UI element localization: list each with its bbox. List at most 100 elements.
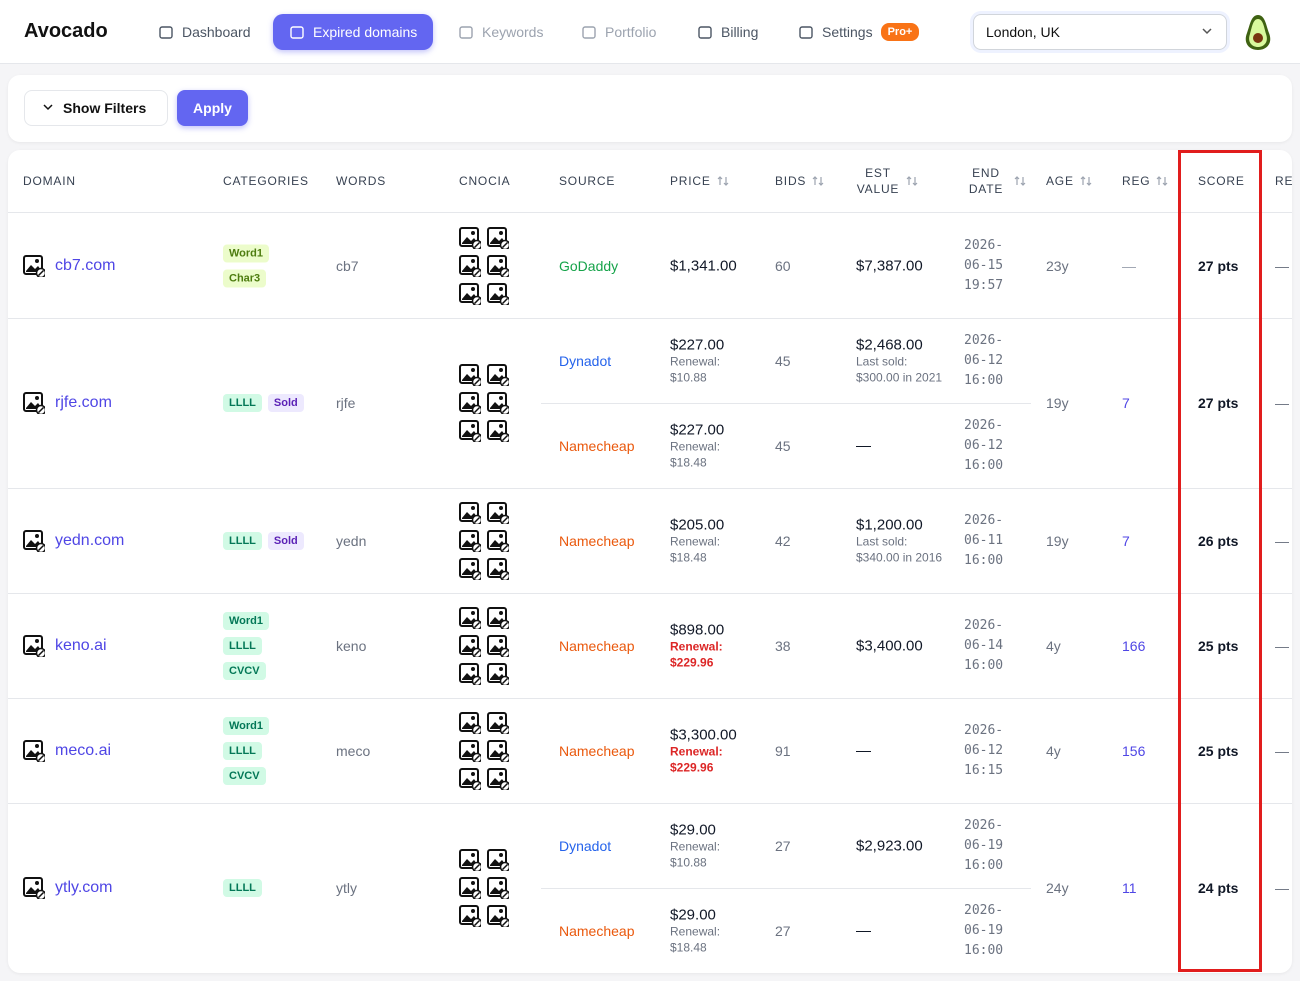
tag: LLLL [223,741,262,760]
domain-link[interactable]: meco.ai [55,741,112,759]
score: 25 pts [1198,742,1239,759]
score: 26 pts [1198,532,1239,549]
header-label: AGE [1046,174,1074,188]
re: — [1275,742,1289,759]
header-label: SOURCE [559,174,616,188]
price-cell: $227.00 Renewal: $18.48 [670,421,724,470]
favicon [23,529,45,552]
cnocia-icon [487,392,509,414]
reg[interactable]: 7 [1122,395,1130,411]
reg[interactable]: — [1122,257,1136,274]
domain-link[interactable]: cb7.com [55,256,116,274]
tag: Word1 [223,716,270,735]
end-date: 2026-06-12 16:15 [964,722,1004,778]
cnocia-icon [487,501,509,524]
domain-link[interactable]: rjfe.com [55,394,112,411]
domain-table: DOMAIN CATEGORIES WORDS CNOCIA SOURCE PRICE BI… [8,150,1292,973]
nav-item[interactable]: Portfolio [581,24,656,40]
nav-item[interactable]: Keywords [458,24,543,40]
re: — [1275,880,1289,896]
cnocia-icon [459,739,481,762]
cnocia-icon [487,606,509,629]
cnocia-icon [459,606,481,629]
price: $29.00 [670,821,716,838]
nav-label: Portfolio [605,24,657,40]
cnocia-icon [487,420,509,442]
source-link[interactable]: Namecheap [559,532,635,549]
column-header[interactable]: AGE [1046,174,1092,188]
est-value: $7,387.00 [856,257,923,274]
cnocia-icon [459,634,481,657]
reg[interactable]: 156 [1122,742,1146,759]
tag-list: LLLL Sold [223,394,304,412]
column-header[interactable]: REG [1122,174,1168,188]
cnocia-icon [487,634,509,657]
column-header[interactable]: PRICE [670,174,729,188]
column-header: CNOCIA [459,174,510,188]
source-link[interactable]: Namecheap [559,742,635,759]
est-value: $2,468.00 [856,336,923,353]
est-value-cell: $3,400.00 [856,637,923,654]
est-value: $3,400.00 [856,637,923,654]
domain-link[interactable]: yedn.com [55,531,125,549]
column-header[interactable]: END DATE [964,165,1026,197]
column-header: RE [1275,174,1292,188]
source-link[interactable]: Namecheap [559,637,635,654]
nav-item[interactable]: Billing [697,24,758,40]
tag: LLLL [223,636,262,655]
price-cell: $3,300.00 Renewal: $229.96 [670,726,737,775]
sort-icon [812,176,824,186]
cnocia-icon [459,226,481,249]
source-link[interactable]: GoDaddy [559,257,619,274]
apply-button[interactable]: Apply [177,90,248,126]
brand[interactable]: Avocado [24,20,108,42]
nav-item[interactable]: Dashboard [158,24,251,40]
age: 23y [1046,257,1069,274]
offer-divider [541,403,1031,404]
renewal-label: Renewal: [670,744,723,758]
est-value: — [856,742,871,759]
nav-item[interactable]: Expired domains [273,14,434,50]
header-label: BIDS [775,174,807,188]
cnocia-icon [487,662,509,685]
column-header[interactable]: BIDS [775,174,824,188]
renewal-label: Renewal: [670,534,721,548]
reg[interactable]: 11 [1122,880,1137,896]
nav-icon [799,26,813,39]
price: $205.00 [670,516,725,533]
sort-icon [1014,176,1026,186]
favicon [23,877,45,899]
nav-item[interactable]: Settings Pro+ [798,23,920,41]
reg[interactable]: 7 [1122,532,1130,549]
favicon [23,739,45,762]
cnocia-icon [487,364,509,386]
bids: 27 [775,837,791,854]
source-link[interactable]: Namecheap [559,437,635,454]
domain-link[interactable]: ytly.com [55,879,113,896]
cnocia-icon [487,282,509,305]
location-select[interactable]: London, UK [973,14,1227,50]
nav-icon [159,26,173,39]
column-header[interactable]: EST VALUE [856,165,918,197]
cnocia-icon [459,662,481,685]
price: $227.00 [670,421,725,438]
tag-list: Word1 LLLL CVCV [223,716,270,785]
header-label: WORDS [336,174,386,188]
end-date: 2026-06-12 16:00 [964,332,1004,388]
est-value-cell: $2,923.00 [856,837,923,854]
age: 19y [1046,532,1069,549]
chevron [43,104,53,111]
source-link[interactable]: Dynadot [559,352,612,369]
source-link[interactable]: Namecheap [559,922,635,939]
source-link[interactable]: Dynadot [559,837,612,854]
show-filters-button[interactable]: Show Filters [24,90,168,126]
end-date: 2026-06-12 16:00 [964,417,1004,473]
renewal-label: Renewal: [670,439,721,453]
tag: LLLL [223,531,262,550]
reg[interactable]: 166 [1122,637,1146,654]
nav-icon [698,26,712,39]
domain-link[interactable]: keno.ai [55,636,107,654]
re: — [1275,637,1289,654]
age: 19y [1046,395,1069,411]
price: $1,341.00 [670,257,737,274]
